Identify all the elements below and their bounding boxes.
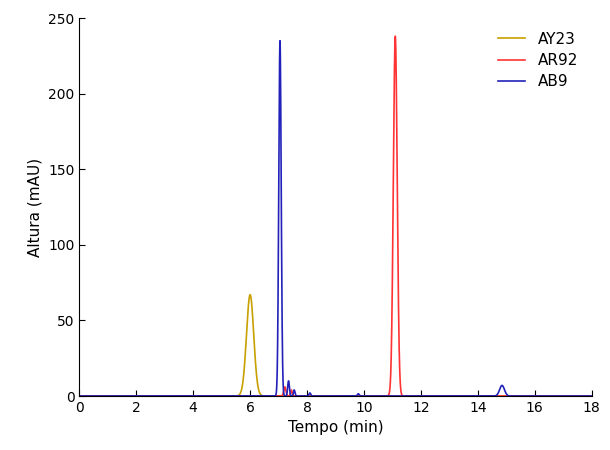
Y-axis label: Altura (mAU): Altura (mAU) (27, 158, 43, 256)
AB9 (276, 38, 284, 43)
AR92 (392, 33, 399, 39)
AR92 (521, 393, 528, 399)
AB9 (521, 393, 528, 399)
AY23 (535, 393, 542, 399)
AR92 (306, 393, 314, 399)
AB9 (587, 393, 594, 399)
AR92 (535, 393, 542, 399)
AB9 (588, 393, 595, 399)
AY23 (306, 393, 314, 399)
AB9 (76, 393, 83, 399)
AB9 (403, 393, 410, 399)
AY23 (587, 393, 594, 399)
AR92 (76, 393, 83, 399)
Line: AY23: AY23 (79, 295, 592, 396)
AY23 (588, 393, 595, 399)
AB9 (535, 393, 542, 399)
AR92 (581, 393, 589, 399)
AY23 (581, 393, 589, 399)
AY23 (403, 393, 410, 399)
AY23 (521, 393, 528, 399)
AY23 (246, 292, 254, 297)
AB9 (581, 393, 589, 399)
Legend: AY23, AR92, AB9: AY23, AR92, AB9 (492, 26, 584, 95)
AY23 (76, 393, 83, 399)
AR92 (588, 393, 595, 399)
AB9 (306, 390, 314, 396)
AR92 (587, 393, 594, 399)
AR92 (403, 393, 410, 399)
X-axis label: Tempo (min): Tempo (min) (288, 420, 383, 436)
Line: AB9: AB9 (79, 40, 592, 396)
Line: AR92: AR92 (79, 36, 592, 396)
